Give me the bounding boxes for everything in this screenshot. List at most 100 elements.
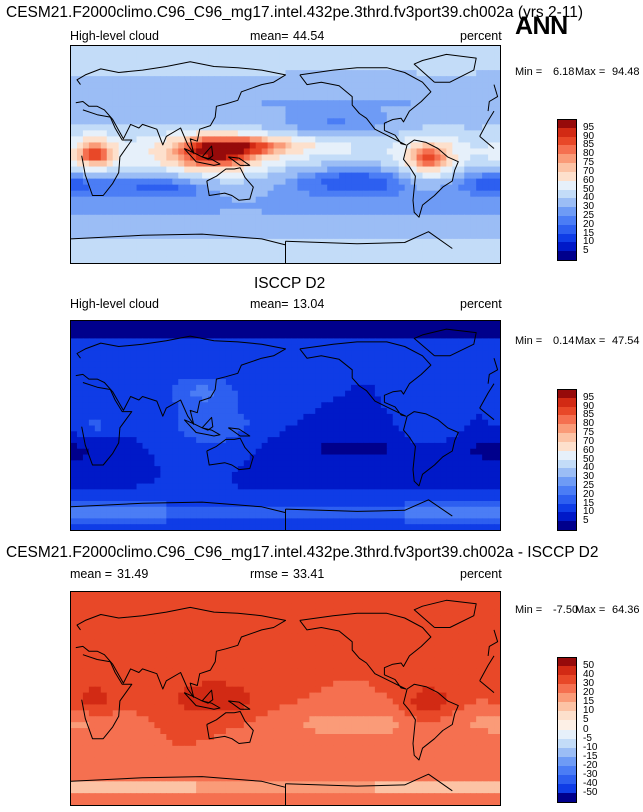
field-cell [368, 408, 376, 415]
field-cell [452, 256, 459, 263]
field-cell [398, 208, 406, 216]
field-cell [124, 390, 132, 398]
field-cell [327, 232, 334, 240]
field-cell [494, 220, 500, 228]
field-cell [297, 94, 304, 101]
field-cell [410, 390, 418, 398]
field-cell [315, 178, 322, 186]
field-cell [362, 208, 370, 216]
field-cell [309, 442, 316, 450]
field-cell [279, 46, 287, 53]
field-cell [76, 332, 84, 340]
field-cell [380, 367, 388, 374]
field-cell [351, 350, 358, 357]
field-cell [333, 226, 340, 234]
field-cell [416, 148, 424, 156]
field-cell [428, 124, 436, 131]
field-cell [225, 46, 233, 53]
field-cell [148, 489, 156, 496]
field-cell [231, 402, 239, 409]
field-cell [219, 166, 227, 174]
field-cell [124, 402, 132, 409]
field-cell [202, 76, 209, 83]
field-cell [374, 425, 382, 432]
field-cell [362, 460, 370, 467]
field-cell [279, 506, 287, 514]
field-cell [362, 106, 370, 113]
field-cell [178, 136, 185, 144]
field-cell [184, 52, 191, 59]
field-cell [208, 214, 215, 222]
field-cell [464, 136, 471, 144]
field-cell [196, 402, 203, 409]
field-cell [124, 160, 132, 168]
field-cell [142, 256, 150, 263]
field-cell [160, 100, 167, 107]
field-cell [410, 402, 418, 409]
field-cell [291, 220, 299, 228]
field-cell [249, 355, 257, 363]
field-cell [154, 367, 161, 374]
field-cell [398, 402, 406, 409]
field-cell [345, 396, 352, 403]
field-cell [267, 332, 275, 340]
field-cell [88, 148, 96, 156]
field-cell [255, 232, 263, 240]
field-cell [154, 184, 161, 192]
field-cell [190, 326, 197, 334]
field-cell [178, 437, 185, 444]
coastline [487, 84, 499, 112]
field-cell [261, 390, 269, 398]
field-cell [261, 321, 269, 328]
field-cell [398, 437, 406, 444]
field-cell [71, 220, 78, 228]
field-cell [345, 367, 352, 374]
field-cell [237, 214, 245, 222]
field-cell [202, 232, 209, 240]
field-cell [100, 94, 108, 101]
field-cell [398, 460, 406, 467]
field-cell [255, 413, 263, 421]
field-cell [380, 208, 388, 216]
field-cell [327, 94, 334, 101]
field-cell [351, 384, 358, 392]
field-cell [154, 136, 161, 144]
field-cell [214, 437, 221, 444]
field-cell [100, 214, 108, 222]
field-cell [249, 244, 257, 252]
field-cell [428, 390, 436, 398]
field-cell [398, 332, 406, 340]
field-cell [118, 70, 126, 77]
field-cell [440, 338, 447, 345]
field-cell [190, 355, 197, 363]
field-cell [309, 214, 316, 222]
field-cell [225, 166, 233, 174]
field-cell [380, 196, 388, 204]
field-cell [321, 466, 328, 473]
field-cell [368, 361, 376, 369]
field-cell [434, 214, 442, 222]
field-cell [237, 332, 245, 340]
field-cell [422, 413, 430, 421]
field-cell [416, 250, 424, 258]
field-cell [82, 118, 90, 125]
field-cell [446, 256, 453, 263]
field-cell [208, 431, 215, 438]
field-cell [160, 361, 167, 369]
field-cell [327, 250, 334, 258]
field-cell [434, 70, 442, 77]
field-cell [243, 142, 251, 150]
field-cell [249, 402, 257, 409]
field-cell [440, 367, 447, 374]
field-cell [166, 338, 173, 345]
field-cell [488, 148, 495, 156]
field-cell [351, 442, 358, 450]
field-cell [374, 244, 382, 252]
field-cell [76, 489, 84, 496]
field-cell [458, 373, 465, 380]
field-cell [261, 94, 269, 101]
field-cell [243, 214, 251, 222]
field-cell [362, 178, 370, 186]
field-cell [118, 82, 126, 89]
colorbar-swatch [557, 171, 577, 182]
